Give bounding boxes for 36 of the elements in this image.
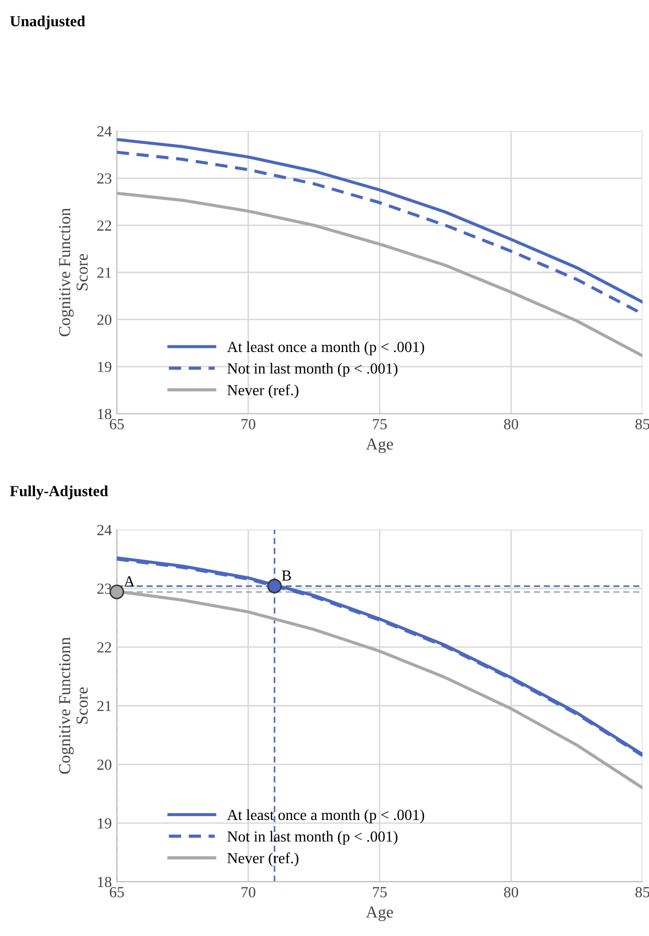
annotation: A <box>124 576 135 586</box>
y-tick-label: 24 <box>97 126 112 136</box>
chart-title: Unadjusted <box>10 16 86 30</box>
legend-label: Not in last month (p < .001) <box>227 830 398 845</box>
y-tick-label: 18 <box>98 408 112 420</box>
x-axis-title: Age <box>366 438 393 454</box>
y-tick-label: 22 <box>97 642 112 652</box>
x-axis-title: Age <box>366 906 393 922</box>
line-series <box>116 192 643 358</box>
y-tick-label: 21 <box>97 700 112 712</box>
legend-label: Not in last month (p < .001) <box>227 362 398 377</box>
x-tick-label: 75 <box>373 887 387 898</box>
y-tick-label: 23 <box>97 173 112 184</box>
x-tick-label: 70 <box>242 887 256 898</box>
y-tick-label: 21 <box>97 268 112 278</box>
x-tick-label: 65 <box>110 419 124 430</box>
y-tick-label: 22 <box>97 220 112 231</box>
annotation: B <box>282 570 291 581</box>
y-tick-label: 20 <box>97 760 112 770</box>
y-tick-label: 20 <box>97 314 112 325</box>
legend-label: At least once a month (p < .001) <box>227 341 424 356</box>
chart-title: Fully-Adjusted <box>10 485 108 500</box>
y-tick-label: 19 <box>98 818 112 829</box>
y-axis-title: Cognitive Function Score <box>59 208 88 336</box>
legend-label: Never (ref.) <box>227 384 298 398</box>
y-axis-title: Cognitive Functionn Score <box>59 637 88 774</box>
y-tick-label: 19 <box>98 362 112 372</box>
y-tick-label: 24 <box>97 524 112 536</box>
y-tick-label: 18 <box>98 876 112 888</box>
x-tick-label: 65 <box>110 887 124 898</box>
x-tick-label: 80 <box>504 887 518 898</box>
x-tick-label: 75 <box>373 419 387 430</box>
legend-label: At least once a month (p < .001) <box>227 809 424 824</box>
x-tick-label: 70 <box>242 419 256 430</box>
x-tick-label: 80 <box>504 419 518 430</box>
legend-label: Never (ref.) <box>227 852 298 866</box>
